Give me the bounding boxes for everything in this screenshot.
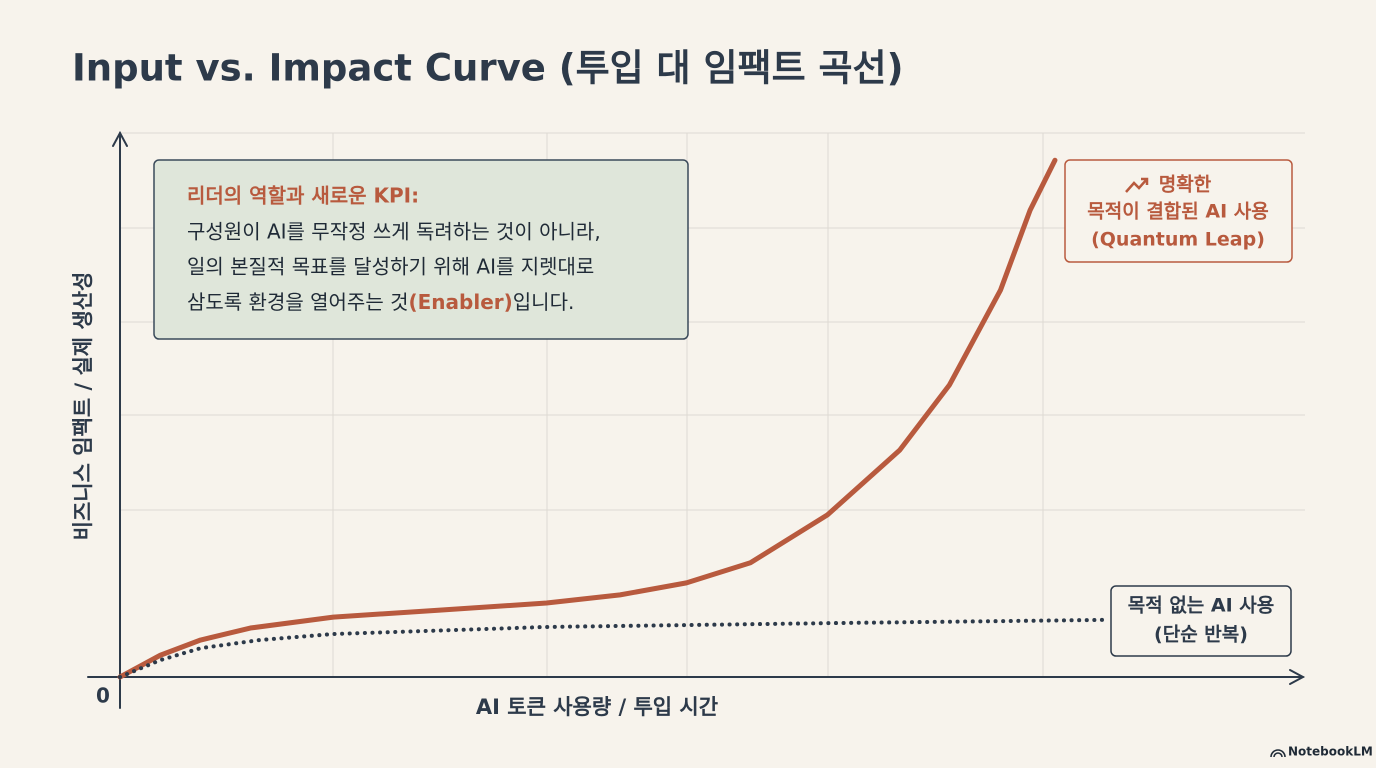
chart-title: Input vs. Impact Curve (투입 대 임팩트 곡선) [72, 47, 903, 90]
callout-line: 구성원이 AI를 무작정 쓰게 독려하는 것이 아니라, [187, 220, 601, 244]
y-axis-label: 비즈니스 임팩트 / 실제 생산성 [71, 272, 95, 541]
trend-icon [1125, 178, 1148, 193]
plot-area [117, 157, 1107, 680]
x-axis-label: AI 토큰 사용량 / 투입 시간 [476, 695, 718, 719]
series-label: (Quantum Leap) [1091, 229, 1265, 251]
label-box [1110, 585, 1292, 657]
logo-icon [1270, 749, 1286, 758]
callout-text: 삼도록 환경을 열어주는 것 [187, 290, 408, 314]
series-label: 명확한 [1159, 173, 1212, 196]
trend-icon [1141, 177, 1149, 185]
callout-box [153, 159, 689, 340]
callout-highlight: (Enabler) [408, 290, 512, 314]
callout-heading: 리더의 역할과 새로운 KPI: [187, 184, 419, 208]
label-box [1064, 159, 1293, 263]
callout-line: 삼도록 환경을 열어주는 것(Enabler)입니다. [187, 290, 574, 314]
series-label: (단순 반복) [1154, 624, 1248, 646]
series-line [117, 157, 1058, 680]
series-label: 목적 없는 AI 사용 [1128, 595, 1275, 617]
x-axis-arrow [1289, 669, 1306, 685]
callout-text: 입니다. [513, 290, 575, 314]
callout-line: 일의 본질적 목표를 달성하기 위해 AI를 지렛대로 [187, 255, 594, 279]
series-line [118, 617, 1107, 679]
axes [87, 130, 1306, 709]
series-label: 목적이 결합된 AI 사용 [1087, 201, 1268, 223]
origin-tick-label: 0 [96, 684, 110, 708]
y-axis-arrow [112, 130, 128, 147]
footer-logo: NotebookLM [1288, 745, 1373, 759]
